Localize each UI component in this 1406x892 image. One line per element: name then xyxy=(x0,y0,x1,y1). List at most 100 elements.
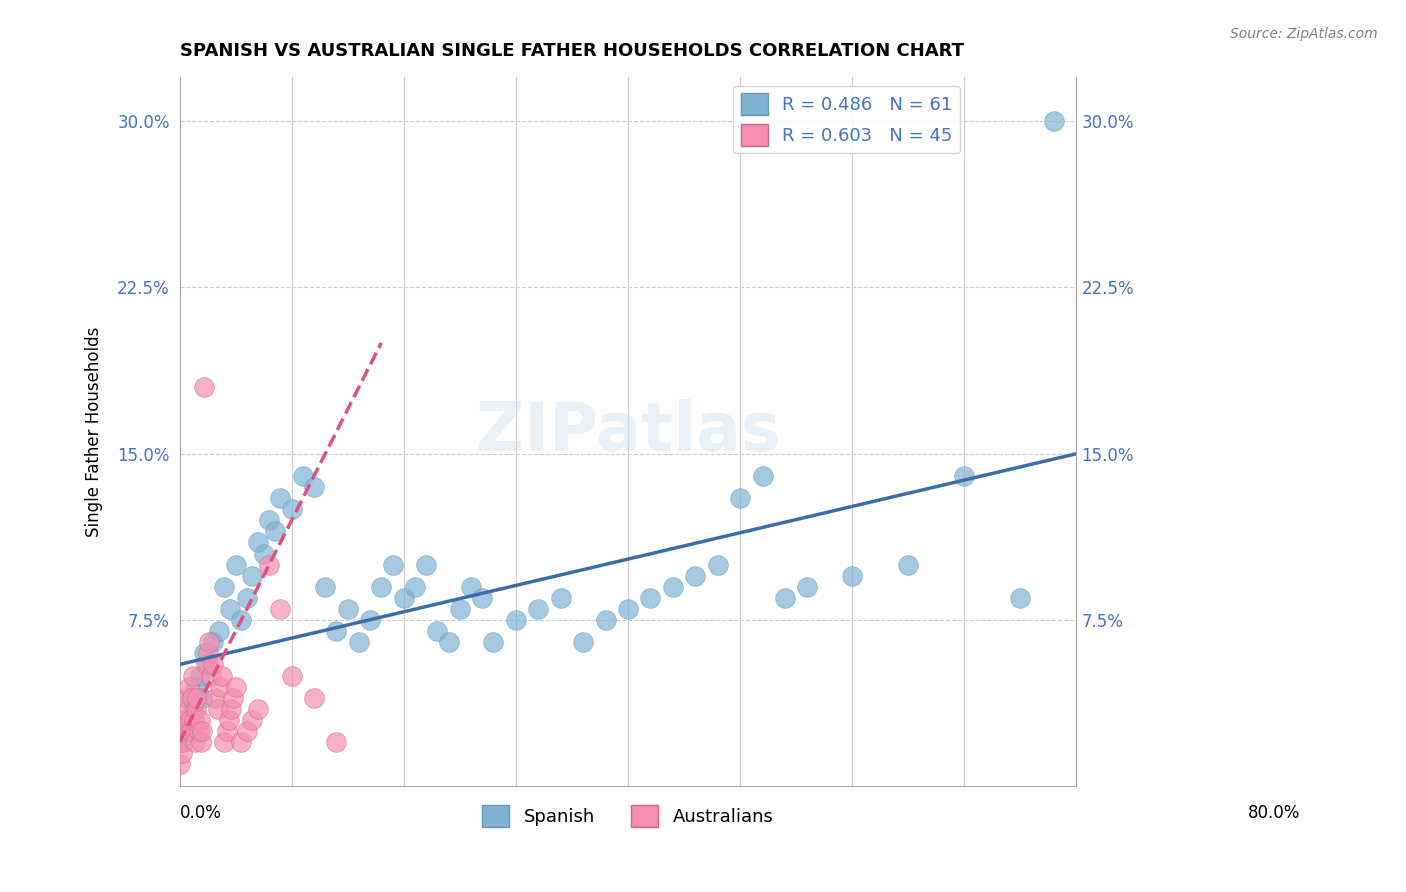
Point xyxy=(314,580,336,594)
Point xyxy=(325,624,347,639)
Point xyxy=(177,680,200,694)
Point xyxy=(207,702,229,716)
Point xyxy=(236,724,259,739)
Point xyxy=(550,591,572,605)
Text: Source: ZipAtlas.com: Source: ZipAtlas.com xyxy=(1230,27,1378,41)
Point xyxy=(280,502,302,516)
Point xyxy=(247,535,270,549)
Point xyxy=(460,580,482,594)
Point xyxy=(683,568,706,582)
Point xyxy=(219,602,242,616)
Text: 80.0%: 80.0% xyxy=(1249,805,1301,822)
Y-axis label: Single Father Households: Single Father Households xyxy=(86,326,103,537)
Point xyxy=(1010,591,1032,605)
Point xyxy=(181,702,204,716)
Point xyxy=(184,735,207,749)
Point xyxy=(231,735,253,749)
Point xyxy=(841,568,863,582)
Point xyxy=(191,724,214,739)
Point xyxy=(208,624,231,639)
Point xyxy=(280,668,302,682)
Point xyxy=(257,513,280,527)
Point xyxy=(180,690,202,705)
Point xyxy=(195,657,218,672)
Point xyxy=(193,380,215,394)
Point xyxy=(426,624,449,639)
Point xyxy=(449,602,471,616)
Text: SPANISH VS AUSTRALIAN SINGLE FATHER HOUSEHOLDS CORRELATION CHART: SPANISH VS AUSTRALIAN SINGLE FATHER HOUS… xyxy=(180,42,963,60)
Point xyxy=(180,690,202,705)
Point xyxy=(392,591,415,605)
Point xyxy=(197,657,219,672)
Point xyxy=(640,591,662,605)
Point xyxy=(174,713,197,727)
Point xyxy=(177,724,200,739)
Point xyxy=(796,580,818,594)
Point xyxy=(257,558,280,572)
Point xyxy=(381,558,404,572)
Point xyxy=(595,613,617,627)
Point xyxy=(187,724,209,739)
Point xyxy=(302,690,325,705)
Point xyxy=(204,690,226,705)
Point xyxy=(336,602,359,616)
Point xyxy=(242,713,264,727)
Point xyxy=(197,646,219,660)
Point xyxy=(617,602,640,616)
Point xyxy=(505,613,527,627)
Text: 0.0%: 0.0% xyxy=(180,805,221,822)
Point xyxy=(211,668,233,682)
Point xyxy=(359,613,381,627)
Point xyxy=(208,680,231,694)
Point xyxy=(193,646,215,660)
Point xyxy=(215,724,238,739)
Point xyxy=(225,680,247,694)
Point xyxy=(222,690,245,705)
Point xyxy=(202,657,225,672)
Point xyxy=(404,580,426,594)
Point xyxy=(169,757,191,772)
Point xyxy=(176,690,198,705)
Point xyxy=(225,558,247,572)
Point xyxy=(471,591,494,605)
Point xyxy=(170,746,193,760)
Point xyxy=(437,635,460,649)
Point xyxy=(415,558,437,572)
Point xyxy=(172,735,194,749)
Point xyxy=(728,491,751,505)
Point xyxy=(252,547,274,561)
Point xyxy=(325,735,347,749)
Point xyxy=(269,491,291,505)
Point xyxy=(263,524,285,539)
Point xyxy=(174,702,197,716)
Point xyxy=(183,713,205,727)
Point xyxy=(188,668,211,682)
Point xyxy=(236,591,259,605)
Point xyxy=(218,713,240,727)
Point xyxy=(186,702,208,716)
Point xyxy=(180,724,202,739)
Point xyxy=(179,713,201,727)
Point xyxy=(242,568,264,582)
Point xyxy=(188,713,211,727)
Point xyxy=(219,702,242,716)
Point xyxy=(173,724,195,739)
Point xyxy=(247,702,270,716)
Legend: Spanish, Australians: Spanish, Australians xyxy=(475,797,780,834)
Point xyxy=(527,602,550,616)
Point xyxy=(202,635,225,649)
Point xyxy=(186,680,208,694)
Point xyxy=(200,668,222,682)
Point xyxy=(347,635,370,649)
Point xyxy=(370,580,392,594)
Point xyxy=(751,469,773,483)
Point xyxy=(897,558,920,572)
Point xyxy=(214,735,236,749)
Point xyxy=(302,480,325,494)
Point xyxy=(231,613,253,627)
Point xyxy=(191,690,214,705)
Point xyxy=(174,713,197,727)
Point xyxy=(186,690,208,705)
Point xyxy=(953,469,976,483)
Point xyxy=(662,580,685,594)
